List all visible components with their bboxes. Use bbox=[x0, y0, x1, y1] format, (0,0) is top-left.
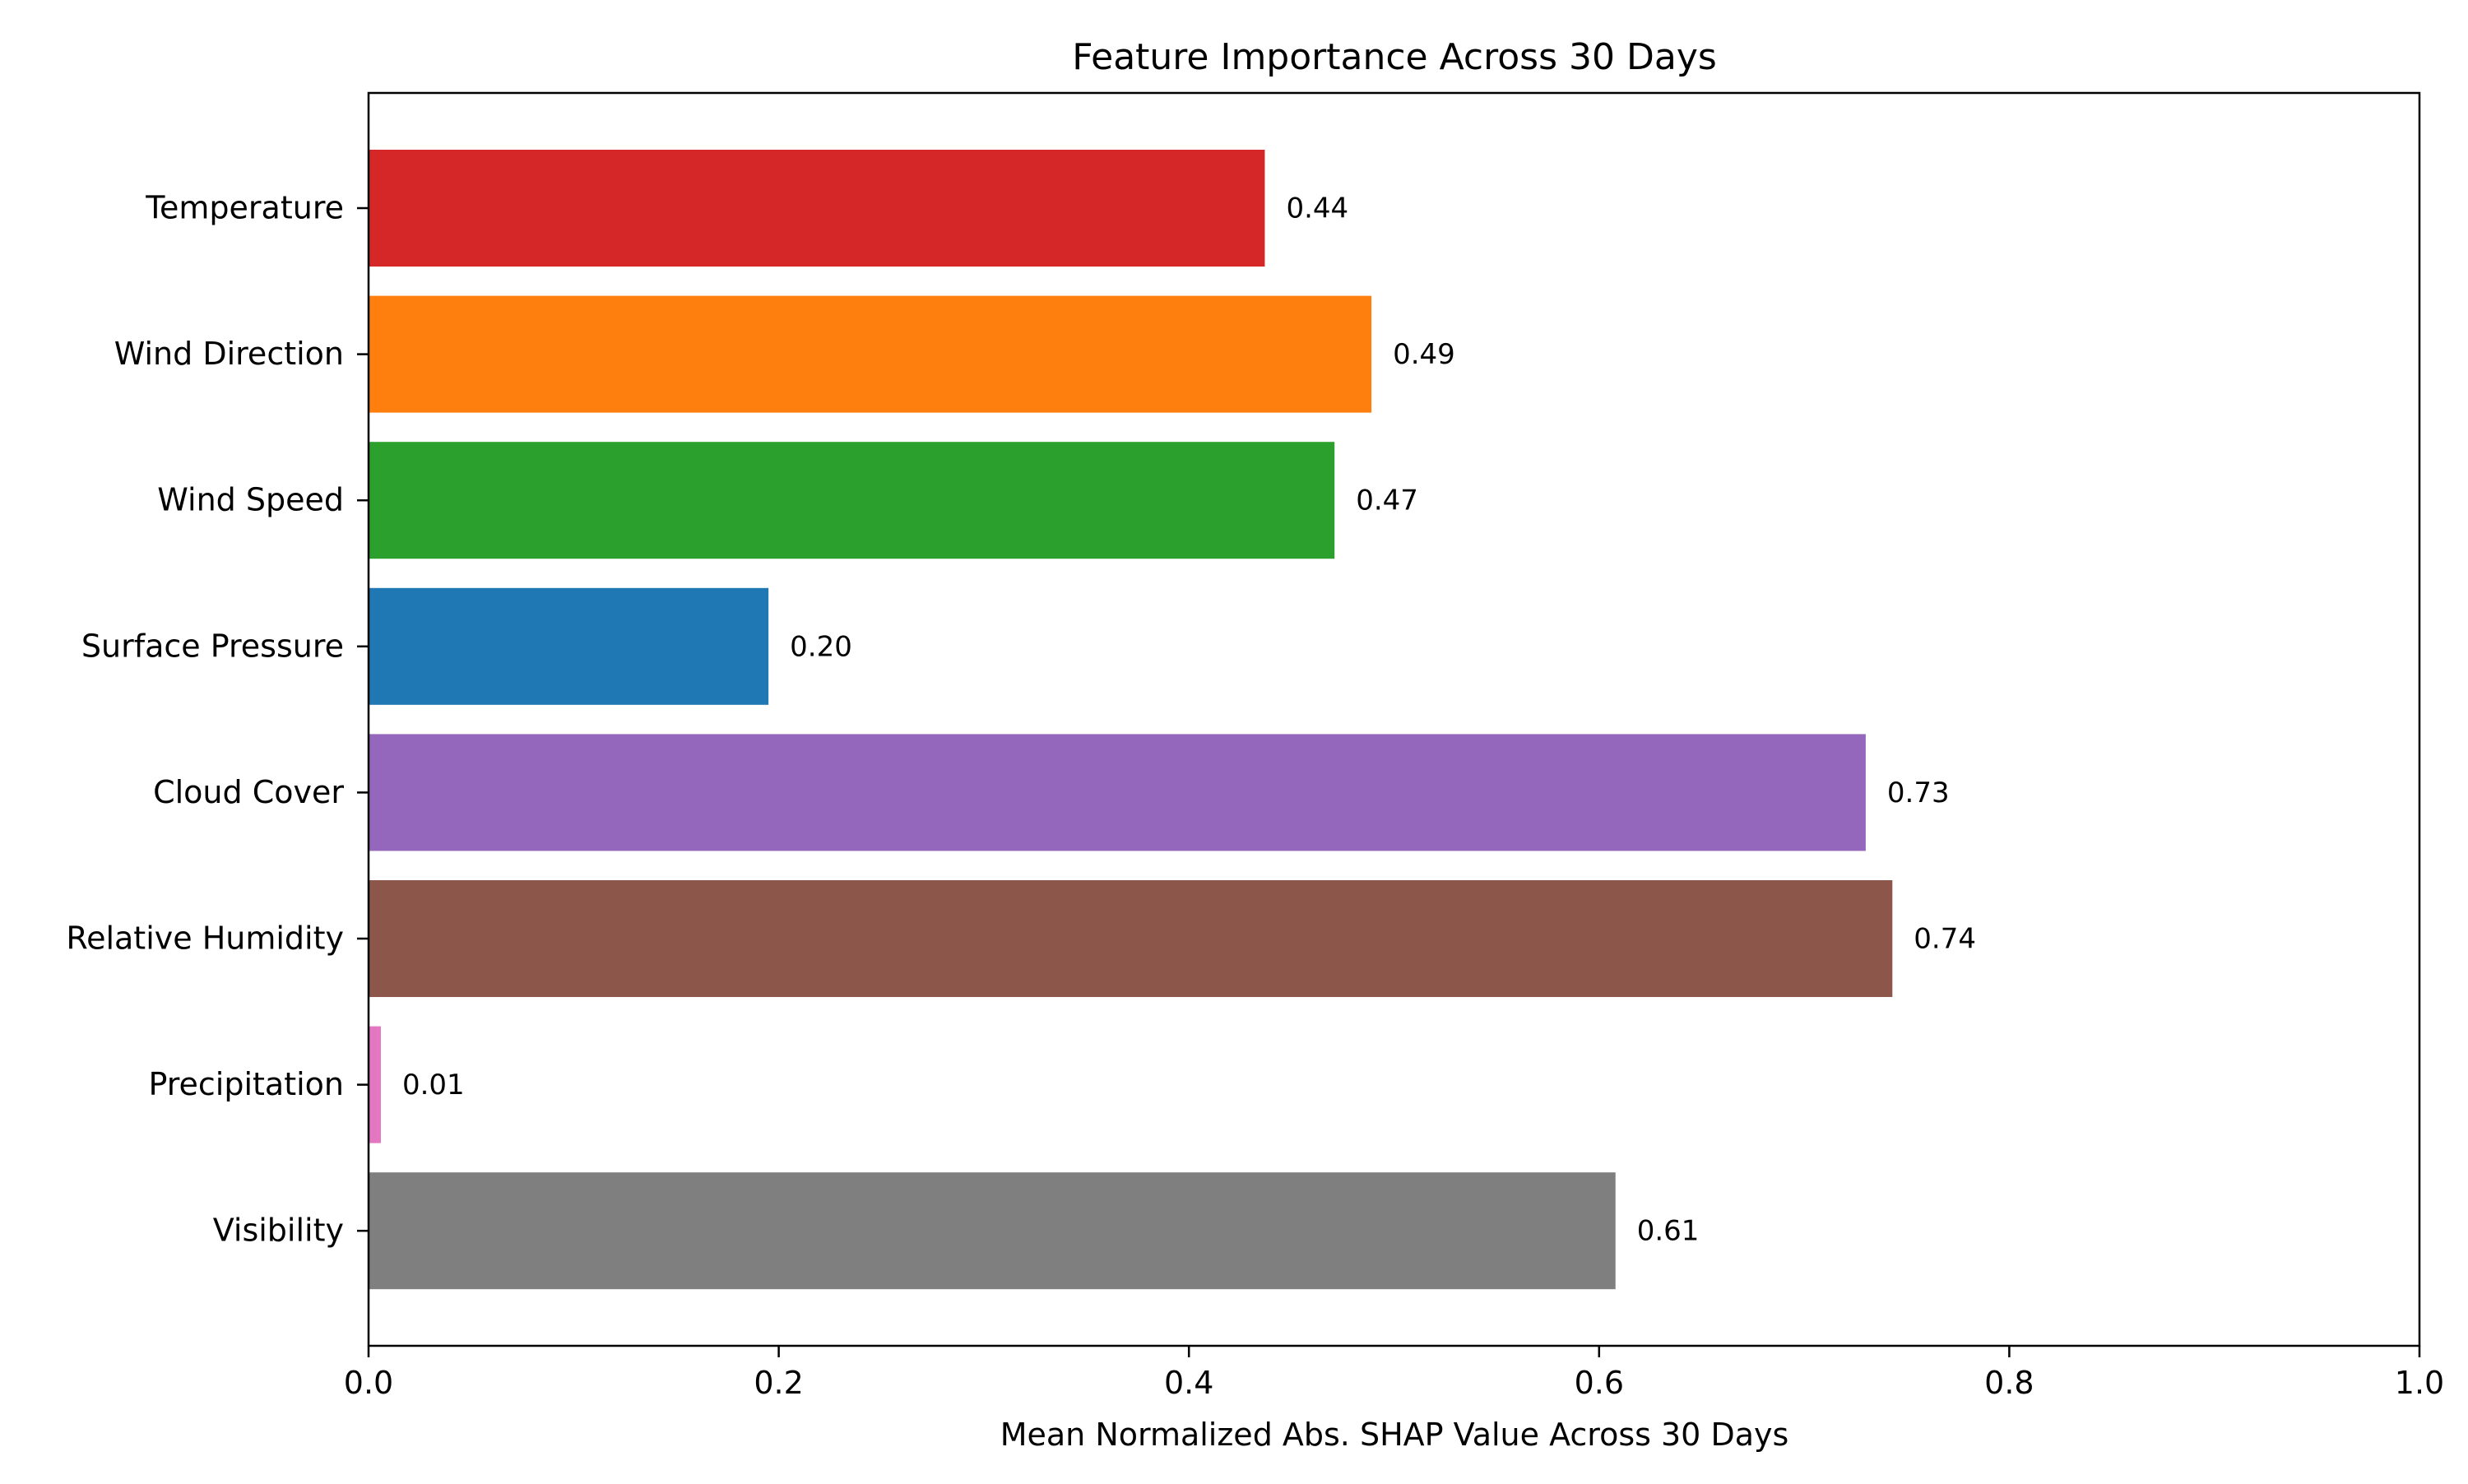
y-tick-label-visibility: Visibility bbox=[213, 1213, 344, 1249]
x-tick-label: 0.4 bbox=[1164, 1365, 1213, 1401]
bar-cloud-cover bbox=[369, 734, 1866, 851]
bars-group: 0.44 0.49 0.47 0.20 0.73 0.74 0.01 0.61 bbox=[369, 150, 1976, 1290]
y-tick-label-surface-pressure: Surface Pressure bbox=[81, 628, 344, 664]
data-label-temperature: 0.44 bbox=[1286, 192, 1348, 225]
plot-area-frame bbox=[367, 91, 2421, 1347]
bar-surface-pressure bbox=[369, 587, 769, 705]
axis-ticks-group: Temperature Wind Direction Wind Speed Surfa… bbox=[66, 190, 2444, 1402]
bar-precipitation bbox=[369, 1026, 381, 1143]
data-label-cloud-cover: 0.73 bbox=[1887, 777, 1950, 809]
y-tick-label-wind-direction: Wind Direction bbox=[114, 336, 344, 372]
data-label-visibility: 0.61 bbox=[1637, 1215, 1700, 1248]
bar-wind-speed bbox=[369, 442, 1335, 559]
y-tick-label-cloud-cover: Cloud Cover bbox=[153, 774, 344, 810]
y-tick-label-precipitation: Precipitation bbox=[148, 1066, 344, 1102]
bar-temperature bbox=[369, 150, 1265, 267]
x-tick-label: 0.2 bbox=[754, 1365, 803, 1401]
x-tick-label: 0.8 bbox=[1984, 1365, 2034, 1401]
x-tick-label: 0.0 bbox=[344, 1365, 393, 1401]
bar-relative-humidity bbox=[369, 880, 1893, 997]
y-tick-label-wind-speed: Wind Speed bbox=[157, 482, 344, 518]
y-tick-label-temperature: Temperature bbox=[145, 190, 344, 226]
data-label-surface-pressure: 0.20 bbox=[790, 630, 852, 663]
data-label-relative-humidity: 0.74 bbox=[1914, 923, 1976, 956]
data-label-precipitation: 0.01 bbox=[402, 1069, 465, 1101]
bar-visibility bbox=[369, 1172, 1616, 1290]
y-tick-label-relative-humidity: Relative Humidity bbox=[66, 921, 344, 957]
x-tick-label: 0.6 bbox=[1575, 1365, 1624, 1401]
data-label-wind-speed: 0.47 bbox=[1356, 485, 1418, 517]
bar-wind-direction bbox=[369, 295, 1372, 413]
data-label-wind-direction: 0.49 bbox=[1393, 338, 1455, 371]
x-tick-label: 1.0 bbox=[2395, 1365, 2444, 1401]
chart-title: Feature Importance Across 30 Days bbox=[1072, 36, 1717, 78]
x-axis-label: Mean Normalized Abs. SHAP Value Across 3… bbox=[1000, 1417, 1789, 1453]
